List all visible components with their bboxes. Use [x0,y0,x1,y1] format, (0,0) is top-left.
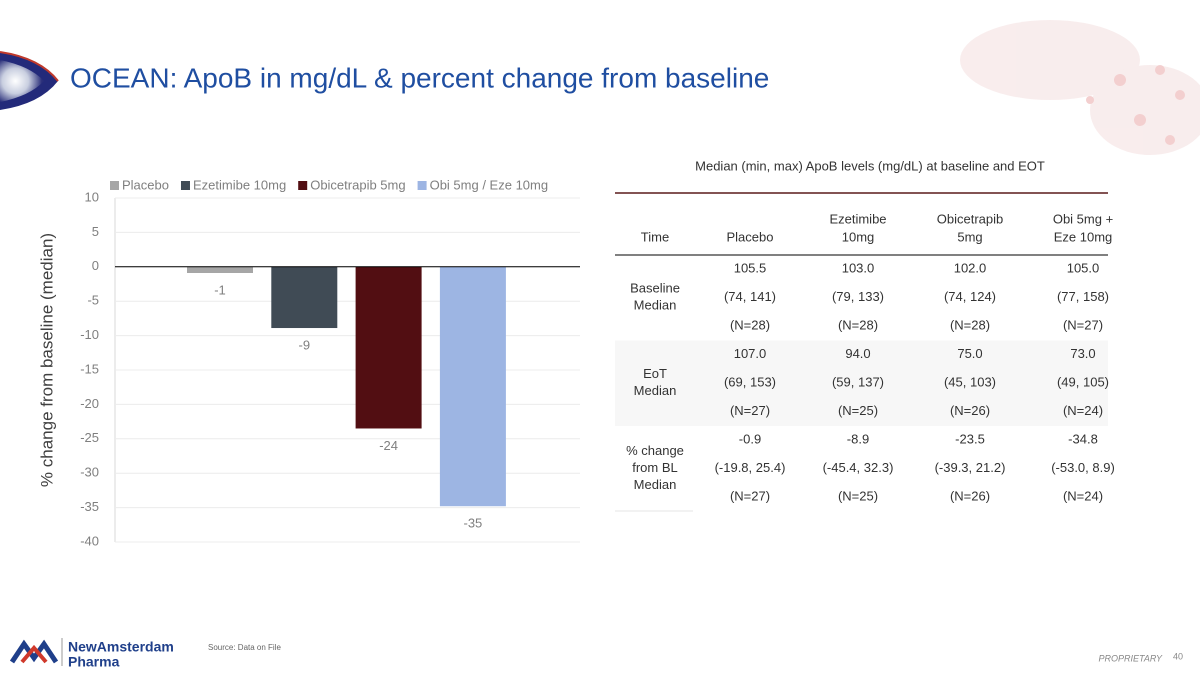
legend-label: Placebo [122,177,169,192]
decor [0,20,1200,155]
y-tick-label: -10 [80,327,99,342]
row-band [615,340,1108,426]
legend-label: Obi 5mg / Eze 10mg [430,177,549,192]
slide-title: OCEAN: ApoB in mg/dL & percent change fr… [70,62,769,93]
page-number: 40 [1173,651,1183,661]
y-tick-label: -40 [80,533,99,548]
source: Source: Data on File [208,643,281,652]
table-header: Obi 5mg + [1053,211,1113,226]
y-tick-label: 5 [92,224,99,239]
table-header: Ezetimibe [829,211,886,226]
y-tick-label: -25 [80,430,99,445]
value-label: -1 [214,282,226,297]
table-cell: 102.0 [954,260,987,275]
table-cell: (69, 153) [724,374,776,389]
bar [187,266,253,273]
table-title: Median (min, max) ApoB levels (mg/dL) at… [695,158,1045,173]
table-cell: (77, 158) [1057,289,1109,304]
table-cell: 105.0 [1067,260,1100,275]
table-cell: (N=26) [950,488,990,503]
table-cell: (N=27) [730,488,770,503]
y-tick-label: -35 [80,499,99,514]
y-tick-label: -5 [87,293,99,308]
group-label: EoT [643,366,667,381]
value-label: -35 [464,516,483,531]
footer-label: PROPRIETARY [1098,653,1163,663]
table-header: 5mg [957,229,982,244]
table-cell: 103.0 [842,260,875,275]
y-tick-label: -30 [80,465,99,480]
y-tick-label: -15 [80,361,99,376]
table-cell: (74, 141) [724,289,776,304]
table-cell: (N=27) [1063,317,1103,332]
table-header: Placebo [727,229,774,244]
table-cell: (N=28) [730,317,770,332]
table: Median (min, max) ApoB levels (mg/dL) at… [615,158,1115,512]
table-cell: (74, 124) [944,289,996,304]
y-axis-label: % change from baseline (median) [37,233,56,487]
table-header: 10mg [842,229,875,244]
table-cell: (N=26) [950,403,990,418]
legend-label: Ezetimibe 10mg [193,177,286,192]
table-cell: (45, 103) [944,374,996,389]
group-label: Baseline [630,281,680,296]
table-cell: (79, 133) [832,289,884,304]
y-tick-label: 10 [85,189,99,204]
table-cell: (N=24) [1063,488,1103,503]
value-label: -24 [379,438,398,453]
legend-label: Obicetrapib 5mg [310,177,405,192]
table-header: Time [641,229,669,244]
table-cell: (-53.0, 8.9) [1051,460,1115,475]
table-cell: (N=28) [838,317,878,332]
group-label: Median [634,383,677,398]
legend-swatch [110,181,119,190]
table-cell: (-39.3, 21.2) [935,460,1006,475]
table-cell: -34.8 [1068,431,1098,446]
table-cell: -8.9 [847,431,869,446]
table-cell: (N=28) [950,317,990,332]
table-cell: (-19.8, 25.4) [715,460,786,475]
table-cell: -23.5 [955,431,985,446]
logo-text: NewAmsterdam [68,639,174,655]
logo-text: Pharma [68,654,120,670]
table-cell: 73.0 [1070,346,1095,361]
bar [439,266,506,507]
table-cell: 75.0 [957,346,982,361]
table-cell: (N=24) [1063,403,1103,418]
table-cell: (N=25) [838,403,878,418]
legend-swatch [417,181,427,190]
value-label: -9 [299,337,311,352]
table-header: Obicetrapib [937,211,1003,226]
table-cell: 94.0 [845,346,870,361]
table-header: Eze 10mg [1054,229,1113,244]
legend-swatch [298,181,308,190]
table-cell: 107.0 [734,346,767,361]
table-cell: 105.5 [734,260,767,275]
bar [271,266,338,329]
y-tick-label: -20 [80,396,99,411]
table-cell: (59, 137) [832,374,884,389]
chart: -40 -35 -30 -25 -20 -15 -10 -5 0 5 10 % change from… [37,177,580,548]
table-cell: (N=25) [838,488,878,503]
legend-swatch [180,181,190,190]
bar [355,266,422,429]
table-cell: (-45.4, 32.3) [823,460,894,475]
group-label: % change [626,443,684,458]
group-label: Median [634,298,677,313]
group-label: Median [634,477,677,492]
table-cell: (49, 105) [1057,374,1109,389]
y-tick-label: 0 [92,258,99,273]
group-label: from BL [632,460,678,475]
table-cell: (N=27) [730,403,770,418]
table-cell: -0.9 [739,431,761,446]
logo-mark [9,638,63,666]
